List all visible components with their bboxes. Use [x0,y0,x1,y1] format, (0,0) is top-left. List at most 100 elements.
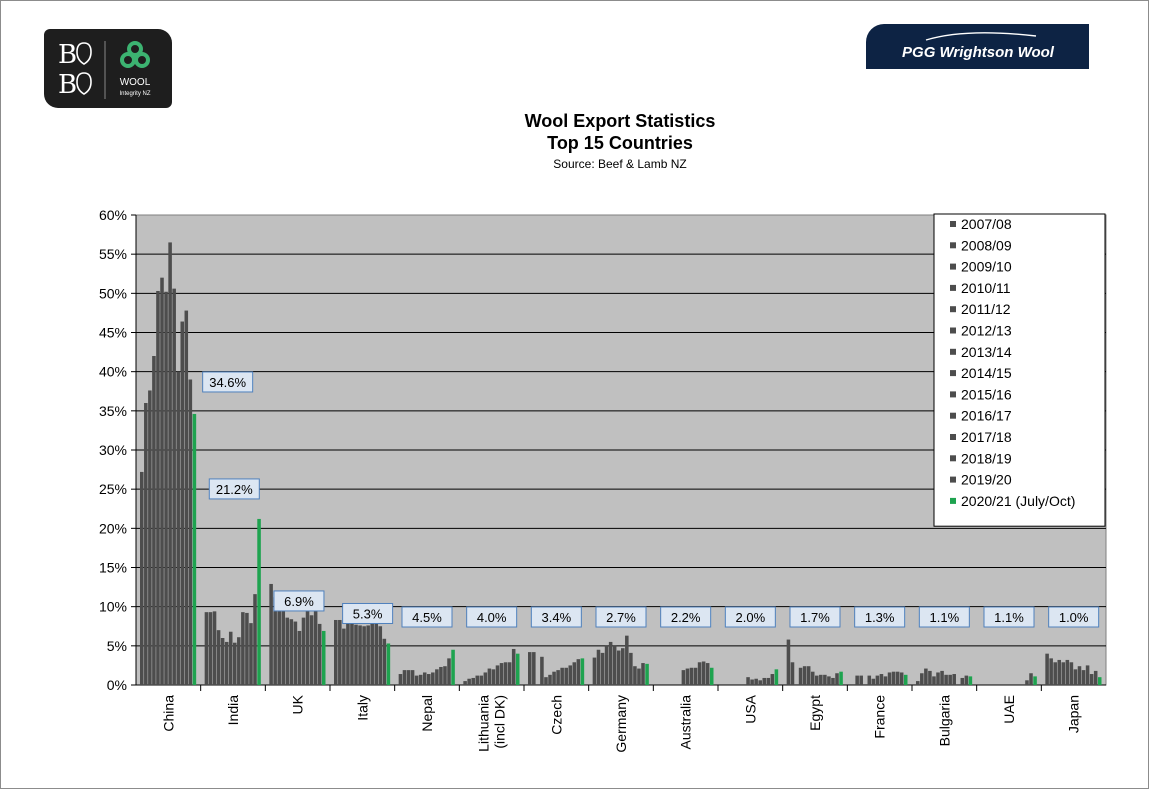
logo-letter-top: B [58,40,77,70]
bar [382,638,387,685]
bar [362,626,366,685]
bar [964,675,969,685]
bar [612,645,617,685]
bar [802,666,807,685]
bar [827,676,831,685]
bar [762,677,767,685]
bar [1097,677,1102,685]
x-tick-label: Lithuania (incl DK) [476,695,508,752]
bar [580,658,585,685]
bar [548,674,552,685]
data-label: 2.7% [606,610,636,625]
x-tick-label-line: Germany [613,695,629,753]
y-tick-label: 35% [99,403,127,419]
legend-label: 2008/09 [961,237,1012,253]
bar [313,601,318,685]
bar [499,663,504,685]
data-label-box [854,606,906,628]
bar [471,677,475,685]
bar [572,662,577,685]
legend-swatch [950,370,956,377]
bar [928,670,932,685]
bar [204,612,209,685]
bar [616,650,621,685]
bar [228,631,233,685]
bulb-icon [76,42,92,65]
bar [152,356,156,685]
bar [790,662,795,685]
bar [766,677,771,685]
bar [770,674,775,685]
bar [289,619,294,685]
x-tick-label-line: France [872,695,888,739]
legend-swatch [950,242,956,249]
bar [568,665,573,685]
data-label-box [401,606,453,628]
bar [625,635,629,685]
bar [503,662,508,685]
x-tick-label: India [225,695,241,726]
bar [633,666,637,685]
pgg-wrightson-logo-graphic: PGG Wrightson Wool [902,32,1055,61]
bar [1049,658,1053,685]
x-tick-label-line: Japan [1066,695,1082,733]
data-label: 1.3% [865,610,895,625]
bar [883,676,888,685]
swirl-icon [120,41,150,68]
x-tick-label: Czech [548,695,564,735]
y-tick-label: 25% [99,481,127,497]
bar [467,678,471,685]
data-label-box [202,371,254,393]
chart-subtitle: Top 15 Countries [547,133,693,153]
data-label: 4.5% [412,610,442,625]
bar [867,675,872,685]
data-label-box [208,478,260,500]
bar [592,657,597,685]
bar [1053,662,1057,685]
y-tick-label: 40% [99,364,127,380]
bar [819,674,823,685]
bar [216,630,221,685]
wool-integrity-logo: B B WOOL Integrity NZ [44,29,172,108]
logo-brand-sub: Integrity NZ [119,91,150,97]
data-label-box [983,606,1035,628]
bar [637,668,641,685]
bar [439,666,443,685]
bar [681,670,686,685]
bar [253,594,257,685]
bar [309,615,314,685]
data-label: 1.0% [1059,610,1089,625]
bar [301,617,306,685]
bar [798,667,803,685]
bar [1085,665,1090,685]
bar [321,630,326,685]
bar [435,669,439,685]
bar [641,663,645,685]
bar [220,638,225,685]
bar [342,628,346,685]
x-tick-label-line: (incl DK) [492,695,508,749]
bar [645,663,649,685]
bar [338,619,342,685]
bar [924,668,928,685]
bar [1045,653,1049,685]
bar [903,674,908,685]
wool-integrity-logo-graphic: B B WOOL Integrity NZ [58,40,151,100]
x-tick-label: USA [742,694,758,723]
bar [431,672,435,685]
bar [754,678,758,685]
bar [346,619,350,685]
legend-swatch [950,221,956,227]
bar [511,648,516,685]
data-label-box [530,606,582,628]
bar [483,672,488,685]
bar [370,616,374,685]
legend-swatch [950,306,956,313]
x-tick-label: China [160,695,176,732]
bar [374,614,379,685]
bar [410,670,415,685]
bar [629,652,633,685]
legend-label: 2018/19 [961,450,1012,466]
bar [709,667,714,685]
